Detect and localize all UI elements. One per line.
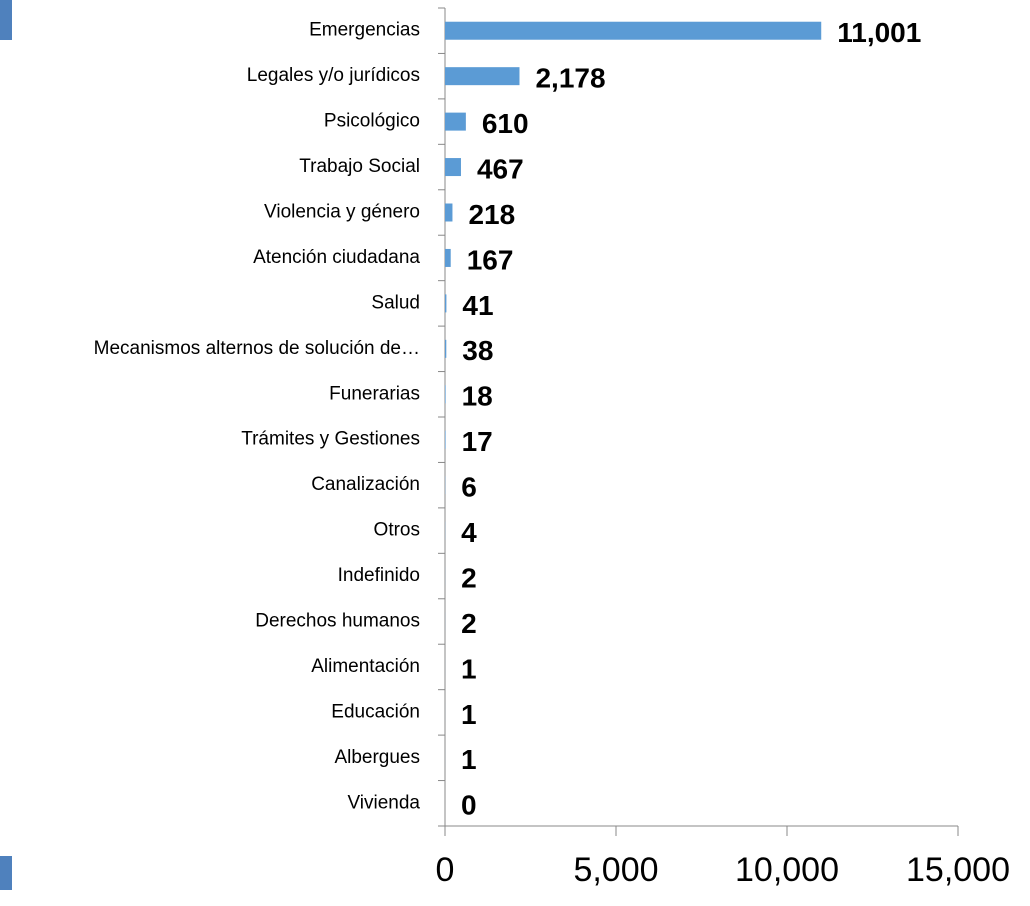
value-label: 17 (462, 426, 493, 457)
category-label: Atención ciudadana (253, 247, 420, 268)
category-label: Violencia y género (264, 202, 420, 223)
bar (445, 248, 451, 267)
value-label: 4 (461, 517, 477, 548)
value-label: 41 (462, 290, 493, 321)
bar (445, 203, 453, 222)
value-label: 2 (461, 562, 477, 593)
bar (445, 67, 520, 86)
x-tick-label: 0 (436, 851, 455, 889)
value-label: 218 (468, 199, 515, 230)
value-label: 6 (461, 472, 477, 503)
value-label: 1 (461, 744, 477, 775)
category-label: Salud (371, 292, 420, 313)
value-label: 1 (461, 653, 477, 684)
value-label: 167 (467, 244, 514, 275)
bar (445, 158, 461, 177)
category-label: Mecanismos alternos de solución de… (94, 338, 420, 359)
category-label: Psicológico (324, 111, 420, 132)
category-label: Vivienda (347, 792, 420, 813)
value-label: 38 (462, 335, 493, 366)
category-label: Trámites y Gestiones (241, 429, 420, 450)
bar (445, 430, 446, 449)
category-label: Otros (374, 520, 420, 541)
category-label: Educación (331, 701, 420, 722)
value-label: 467 (477, 153, 524, 184)
value-label: 11,001 (837, 17, 921, 48)
category-label: Alimentación (311, 656, 420, 677)
value-label: 18 (462, 381, 493, 412)
bar (445, 21, 822, 40)
x-tick-label: 10,000 (735, 851, 839, 889)
category-label: Canalización (311, 474, 420, 495)
bar (445, 112, 466, 131)
value-label: 1 (461, 699, 477, 730)
decoration (0, 856, 12, 890)
bar (445, 294, 447, 313)
category-label: Derechos humanos (255, 611, 420, 632)
value-label: 2,178 (535, 63, 605, 94)
category-label: Legales y/o jurídicos (247, 65, 420, 86)
category-label: Emergencias (309, 20, 420, 41)
category-label: Indefinido (338, 565, 420, 586)
category-label: Albergues (334, 747, 420, 768)
category-label: Funerarias (329, 383, 420, 404)
value-label: 0 (461, 790, 477, 821)
x-tick-label: 5,000 (573, 851, 658, 889)
value-label: 2 (461, 608, 477, 639)
category-label: Trabajo Social (299, 156, 420, 177)
value-label: 610 (482, 108, 529, 139)
bar (445, 385, 446, 404)
x-tick-label: 15,000 (906, 851, 1010, 889)
bar (445, 339, 447, 358)
decoration (0, 0, 12, 40)
